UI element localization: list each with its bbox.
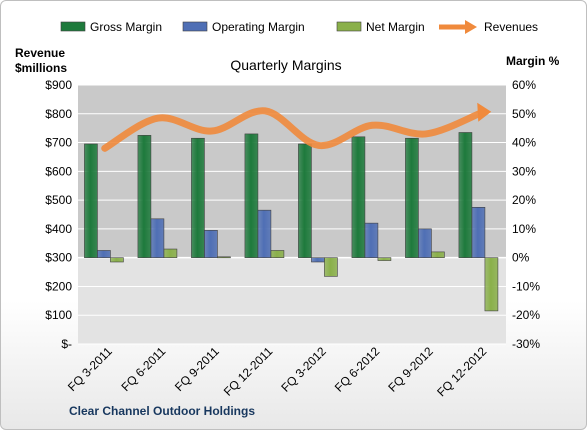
bar-gross-margin — [351, 136, 366, 258]
left-tick-label: $100 — [45, 308, 72, 322]
right-tick-label: 50% — [512, 107, 536, 121]
legend-swatch — [182, 21, 208, 32]
left-tick-label: $200 — [45, 279, 72, 293]
plot-area: $- $100 $200 $300 $400 $500 $600 $700 $800 $900 -3… — [45, 78, 540, 399]
right-tick-label: 0% — [512, 251, 530, 265]
category-label: FQ 3-2012 — [278, 344, 329, 395]
right-tick-label: 30% — [512, 164, 536, 178]
legend-swatch — [336, 21, 362, 32]
bar-operating-margin — [311, 257, 325, 263]
left-tick-label: $700 — [45, 136, 72, 150]
category-label: FQ 6-2012 — [332, 344, 383, 395]
legend-label: Net Margin — [366, 20, 425, 34]
right-tick-label: -30% — [512, 337, 540, 351]
revenues-arrowhead — [477, 102, 492, 122]
legend-arrowhead — [465, 20, 477, 34]
legend-label: Revenues — [484, 20, 538, 34]
right-axis-title: Margin % — [506, 54, 560, 68]
bar-gross-margin — [405, 137, 419, 258]
left-tick-label: $800 — [45, 107, 72, 121]
category-label: FQ 3-2011 — [65, 344, 115, 394]
left-tick-label: $400 — [45, 222, 72, 236]
bar-operating-margin — [97, 250, 111, 258]
bar-net-margin — [484, 257, 499, 312]
left-tick-label: $600 — [45, 164, 72, 178]
category-label: FQ 9-2012 — [385, 344, 436, 395]
right-tick-label: 10% — [512, 222, 536, 236]
left-axis-title: Revenue — [15, 46, 65, 60]
bar-net-margin — [110, 257, 124, 263]
legend: Gross Margin Operating Margin Net Margin Re… — [60, 20, 538, 34]
right-tick-label: 40% — [512, 136, 536, 150]
bar-operating-margin — [471, 207, 486, 258]
category-label: FQ 9-2011 — [172, 344, 222, 394]
bar-operating-margin — [364, 222, 379, 258]
right-tick-label: 20% — [512, 193, 536, 207]
bar-net-margin — [377, 257, 392, 261]
left-tick-label: $900 — [45, 78, 72, 92]
footer-label: Clear Channel Outdoor Holdings — [69, 404, 255, 418]
bar-gross-margin — [191, 137, 205, 258]
bar-gross-margin — [458, 132, 473, 258]
revenues-line — [101, 107, 483, 152]
left-tick-label: $500 — [45, 193, 72, 207]
bar-net-margin — [270, 250, 285, 258]
bar-gross-margin — [298, 143, 312, 258]
category-label: FQ 12-2012 — [434, 344, 489, 399]
bar-gross-margin — [84, 143, 98, 258]
legend-label: Operating Margin — [212, 20, 305, 34]
left-tick-label: $- — [61, 337, 72, 351]
left-axis-subtitle: $millions — [15, 61, 67, 75]
category-label: FQ 6-2011 — [119, 344, 169, 394]
bar-gross-margin — [137, 135, 152, 258]
right-tick-label: -10% — [512, 279, 540, 293]
bar-operating-margin — [257, 209, 272, 258]
bar-net-margin — [163, 248, 178, 258]
right-tick-label: -20% — [512, 308, 540, 322]
bar-operating-margin — [150, 218, 165, 258]
bar-net-margin — [324, 257, 338, 277]
chart-title: Quarterly Margins — [230, 57, 341, 73]
bar-gross-margin — [244, 133, 259, 258]
category-label: FQ 12-2011 — [221, 344, 276, 399]
bar-net-margin — [217, 256, 231, 259]
right-tick-label: 60% — [512, 78, 536, 92]
plot-background-lower — [78, 257, 506, 344]
bar-operating-margin — [204, 230, 218, 258]
left-tick-label: $300 — [45, 251, 72, 265]
legend-label: Gross Margin — [90, 20, 162, 34]
bar-operating-margin — [418, 228, 432, 258]
bar-net-margin — [431, 251, 445, 258]
legend-swatch — [60, 21, 86, 32]
